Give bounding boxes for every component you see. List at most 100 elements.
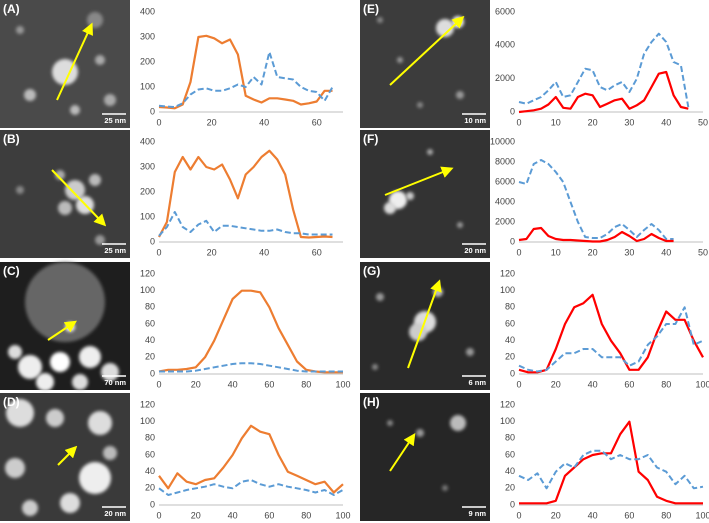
- particle: [387, 420, 393, 426]
- x-tick-label: 0: [516, 117, 521, 127]
- particle: [450, 415, 466, 431]
- line-series: [158, 34, 333, 110]
- x-tick-label: 0: [156, 247, 161, 257]
- scale-bar-label: 20 nm: [104, 509, 126, 518]
- x-tick-label: 30: [624, 247, 634, 257]
- particle: [79, 346, 101, 368]
- panel-label: (C): [3, 264, 20, 278]
- y-tick-label: 60: [505, 449, 515, 459]
- line-series: [159, 362, 343, 373]
- y-tick-label: 200: [140, 56, 155, 66]
- image-background: [360, 130, 490, 258]
- x-tick-label: 60: [264, 379, 274, 389]
- y-tick-label: 4000: [495, 196, 515, 206]
- line-series: [158, 51, 334, 108]
- x-tick-label: 40: [259, 117, 269, 127]
- panel: (C) 70 nm 0 20 40 60 80 100 120 0 20 40 60 80 100: [0, 262, 351, 391]
- x-tick-label: 30: [624, 117, 634, 127]
- particle: [88, 411, 112, 435]
- y-tick-label: 0: [150, 499, 155, 509]
- line-series: [518, 32, 690, 108]
- panel-label: (H): [363, 395, 380, 409]
- x-tick-label: 40: [228, 379, 238, 389]
- line-series: [518, 226, 674, 243]
- panel-label: (D): [3, 395, 20, 409]
- panel-label: (E): [363, 2, 379, 16]
- y-tick-label: 4000: [495, 40, 515, 50]
- x-tick-label: 0: [516, 510, 521, 520]
- particle: [397, 57, 403, 63]
- y-tick-label: 80: [505, 433, 515, 443]
- x-tick-label: 40: [228, 510, 238, 520]
- particle: [8, 345, 22, 359]
- y-tick-label: 60: [505, 318, 515, 328]
- x-tick-label: 100: [695, 510, 709, 520]
- micrograph: (C) 70 nm: [0, 262, 130, 391]
- particle: [25, 262, 105, 342]
- particle: [36, 373, 54, 391]
- x-tick-label: 0: [156, 510, 161, 520]
- particle: [89, 174, 101, 186]
- y-tick-label: 40: [505, 335, 515, 345]
- line-series: [158, 289, 343, 374]
- y-tick-label: 0: [510, 236, 515, 246]
- profile-arrow: [389, 433, 416, 472]
- line-series: [518, 306, 704, 373]
- panel: (G) 6 nm 0 20 40 60 80 100 120 0 20 40 60 80 100: [360, 262, 709, 390]
- scale-bar-label: 20 nm: [464, 246, 486, 255]
- particle: [427, 149, 433, 155]
- y-tick-label: 100: [140, 416, 155, 426]
- particle: [24, 89, 36, 101]
- particle: [103, 446, 117, 460]
- y-tick-label: 8000: [495, 156, 515, 166]
- x-tick-label: 40: [588, 510, 598, 520]
- line-series: [158, 424, 344, 494]
- y-tick-label: 20: [505, 352, 515, 362]
- particle: [58, 201, 72, 215]
- particle: [60, 493, 80, 513]
- y-tick-label: 40: [505, 466, 515, 476]
- particle: [376, 293, 384, 301]
- y-tick-label: 300: [140, 31, 155, 41]
- micrograph: (H) 9 nm: [360, 393, 490, 521]
- y-tick-label: 100: [140, 81, 155, 91]
- x-tick-label: 60: [264, 510, 274, 520]
- x-tick-label: 60: [624, 379, 634, 389]
- profile-arrow: [407, 279, 442, 369]
- y-tick-label: 100: [500, 416, 515, 426]
- micrograph: (B) 25 nm: [0, 130, 130, 258]
- panel: (E) 10 nm 0 2000 4000 6000 0 10 20 30 40 50: [360, 0, 708, 128]
- particle: [384, 202, 396, 214]
- particle: [79, 462, 111, 494]
- x-tick-label: 20: [207, 117, 217, 127]
- x-tick-label: 40: [588, 379, 598, 389]
- y-tick-label: 20: [145, 483, 155, 493]
- y-tick-label: 80: [145, 433, 155, 443]
- x-tick-label: 40: [259, 247, 269, 257]
- scale-bar-label: 25 nm: [104, 246, 126, 255]
- x-tick-label: 60: [624, 510, 634, 520]
- micrograph: (E) 10 nm: [360, 0, 490, 128]
- particle: [104, 94, 116, 106]
- y-tick-label: 0: [150, 236, 155, 246]
- x-tick-label: 20: [207, 247, 217, 257]
- x-tick-label: 20: [191, 510, 201, 520]
- scale-bar-label: 25 nm: [104, 116, 126, 125]
- x-tick-label: 0: [156, 379, 161, 389]
- x-tick-label: 80: [301, 510, 311, 520]
- y-tick-label: 120: [500, 268, 515, 278]
- particle: [5, 458, 25, 478]
- scale-bar-label: 10 nm: [464, 116, 486, 125]
- y-tick-label: 0: [510, 368, 515, 378]
- scale-bar-label: 9 nm: [468, 509, 486, 518]
- panel: (D) 20 nm 0 20 40 60 80 100 120 0 20 40 60 80 100: [0, 393, 351, 521]
- y-tick-label: 100: [140, 211, 155, 221]
- line-series: [519, 420, 703, 505]
- x-tick-label: 0: [156, 117, 161, 127]
- profile-arrow: [56, 22, 93, 101]
- y-tick-label: 0: [150, 106, 155, 116]
- profile-arrow: [384, 166, 454, 196]
- y-tick-label: 10000: [490, 136, 515, 146]
- x-tick-label: 80: [301, 379, 311, 389]
- x-tick-label: 20: [191, 379, 201, 389]
